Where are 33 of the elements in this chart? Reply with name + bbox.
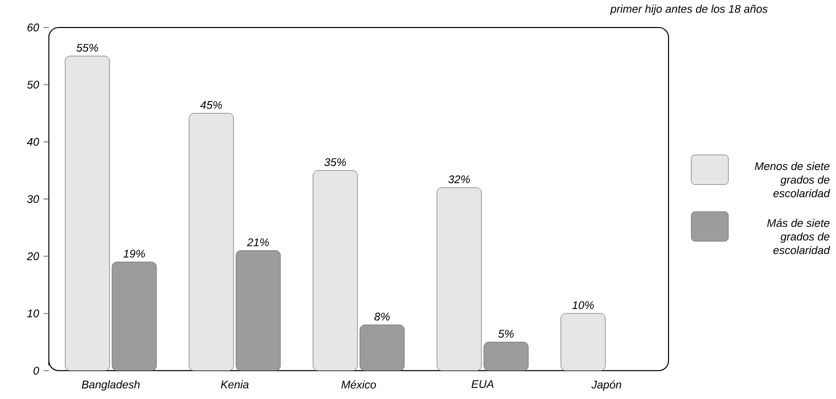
x-tick-label: Bangladesh bbox=[82, 380, 140, 391]
y-tick-label: 10 bbox=[27, 309, 40, 318]
bar bbox=[112, 262, 157, 371]
bar bbox=[484, 342, 529, 371]
y-tick-label: 60 bbox=[27, 24, 40, 32]
data-label: 45% bbox=[200, 101, 222, 109]
y-tick-label: 0 bbox=[34, 366, 40, 375]
text: Menos de siete grados de escolaridad bbox=[754, 162, 830, 198]
data-label: 32% bbox=[448, 175, 470, 184]
bar bbox=[560, 313, 606, 371]
bar bbox=[188, 112, 234, 371]
chart-title: primer hijo antes de los 18 años bbox=[610, 4, 768, 15]
x-tick-label: Kenia bbox=[220, 380, 249, 388]
data-label: 5% bbox=[498, 330, 514, 338]
x-tick-label: EUA bbox=[472, 380, 494, 388]
x-tick-label: México bbox=[341, 380, 376, 389]
bar bbox=[64, 56, 110, 371]
bar bbox=[360, 324, 405, 371]
y-tick-label: 50 bbox=[27, 80, 40, 89]
data-label: 35% bbox=[324, 158, 346, 166]
data-label: 10% bbox=[572, 301, 594, 310]
bar bbox=[436, 187, 482, 371]
data-label: 21% bbox=[247, 238, 269, 246]
bar bbox=[236, 250, 281, 371]
data-label: 8% bbox=[374, 312, 390, 321]
data-label: 19% bbox=[123, 250, 145, 258]
text: Más de siete grados de escolaridad bbox=[767, 218, 830, 254]
y-tick-label: 20 bbox=[26, 252, 40, 260]
x-tick-label: Japón bbox=[591, 380, 622, 391]
data-label: 55% bbox=[76, 44, 98, 52]
bar bbox=[312, 170, 358, 371]
y-tick-label: 30 bbox=[27, 195, 40, 203]
y-tick-label: 40 bbox=[26, 138, 40, 146]
